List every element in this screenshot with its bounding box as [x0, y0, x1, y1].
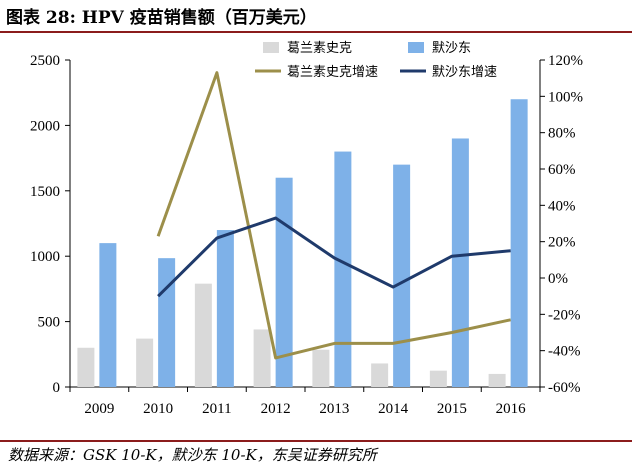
left-tick-label: 1000: [30, 249, 60, 265]
x-tick-label: 2015: [437, 401, 467, 417]
bar-默沙东: [158, 258, 176, 387]
bar-默沙东: [393, 164, 411, 387]
bar-葛兰素史克: [194, 283, 212, 387]
line-葛兰素史克增速: [156, 71, 511, 360]
chart-lines: [156, 71, 511, 360]
title-divider: [0, 31, 632, 33]
source-divider: [0, 440, 632, 442]
right-tick-label: 40%: [548, 198, 576, 214]
legend-label: 葛兰素史克: [287, 41, 352, 56]
x-tick-label: 2009: [84, 401, 114, 417]
x-tick-label: 2012: [261, 401, 291, 417]
chart-bars: [77, 99, 528, 388]
bar-葛兰素史克: [488, 373, 506, 387]
bar-葛兰素史克: [77, 347, 95, 387]
left-tick-label: 2500: [30, 53, 60, 69]
left-tick-label: 500: [38, 315, 61, 331]
bar-默沙东: [334, 151, 352, 387]
bar-默沙东: [216, 230, 234, 387]
bar-默沙东: [451, 138, 469, 387]
legend-swatch: [263, 42, 279, 53]
hpv-sales-chart: 0 500 1000 1500 2000 2500 -60% -40% -20% 0% 20% 40%…: [30, 40, 583, 417]
right-tick-label: -60%: [548, 380, 581, 396]
x-tick-label: 2016: [496, 401, 527, 417]
source-note: 数据来源：GSK 10-K，默沙东 10-K，东吴证券研究所: [8, 446, 377, 464]
legend-label: 默沙东: [432, 40, 471, 56]
right-tick-label: 60%: [548, 162, 576, 178]
right-tick-label: 0%: [548, 271, 568, 287]
left-tick-label: 0: [53, 380, 61, 396]
right-tick-label: -20%: [548, 307, 581, 323]
bar-默沙东: [99, 243, 117, 387]
line-默沙东增速: [157, 216, 511, 298]
right-tick-label: 100%: [548, 89, 583, 105]
x-tick-label: 2011: [202, 401, 231, 417]
bar-葛兰素史克: [429, 370, 447, 387]
bar-葛兰素史克: [136, 338, 154, 387]
right-tick-label: 80%: [548, 126, 576, 142]
chart-axes: 0 500 1000 1500 2000 2500 -60% -40% -20% 0% 20% 40%…: [30, 53, 583, 417]
x-tick-label: 2014: [378, 401, 409, 417]
left-tick-label: 1500: [30, 184, 60, 200]
legend-label: 葛兰素史克增速: [287, 65, 378, 80]
left-tick-label: 2000: [30, 118, 60, 134]
x-tick-label: 2013: [319, 401, 349, 417]
bar-默沙东: [275, 177, 293, 387]
legend-swatch: [408, 42, 424, 53]
legend-label: 默沙东增速: [432, 64, 497, 80]
bar-默沙东: [510, 99, 528, 388]
right-tick-label: 120%: [548, 53, 583, 69]
bar-葛兰素史克: [312, 349, 330, 387]
right-tick-label: 20%: [548, 235, 576, 251]
bar-葛兰素史克: [253, 329, 271, 387]
x-tick-label: 2010: [143, 401, 173, 417]
bar-葛兰素史克: [371, 363, 389, 387]
right-tick-label: -40%: [548, 344, 581, 360]
figure-title: 图表 28: HPV 疫苗销售额（百万美元）: [6, 7, 317, 28]
